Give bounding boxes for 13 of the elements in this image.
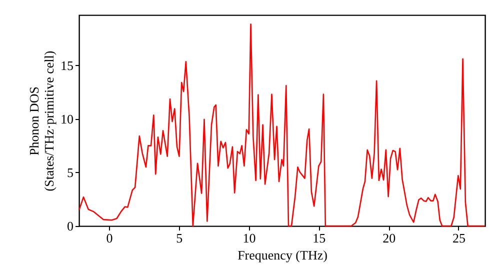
x-tick-label: 25	[452, 230, 466, 246]
y-tick-label: 0	[67, 218, 74, 234]
y-axis-title: Phonon DOS (States/THz·primitive cell)	[26, 50, 56, 192]
x-tick-label: 10	[242, 230, 256, 246]
y-tick-label: 5	[67, 164, 74, 180]
x-tick-label: 0	[106, 230, 113, 246]
x-tick-label: 15	[312, 230, 326, 246]
y-tick-label: 10	[60, 111, 74, 126]
y-tick-label: 15	[60, 58, 74, 73]
x-axis-title: Frequency (THz)	[238, 248, 328, 262]
x-tick-label: 20	[382, 230, 396, 246]
x-tick-label: 5	[176, 230, 183, 246]
line-series	[78, 23, 486, 227]
